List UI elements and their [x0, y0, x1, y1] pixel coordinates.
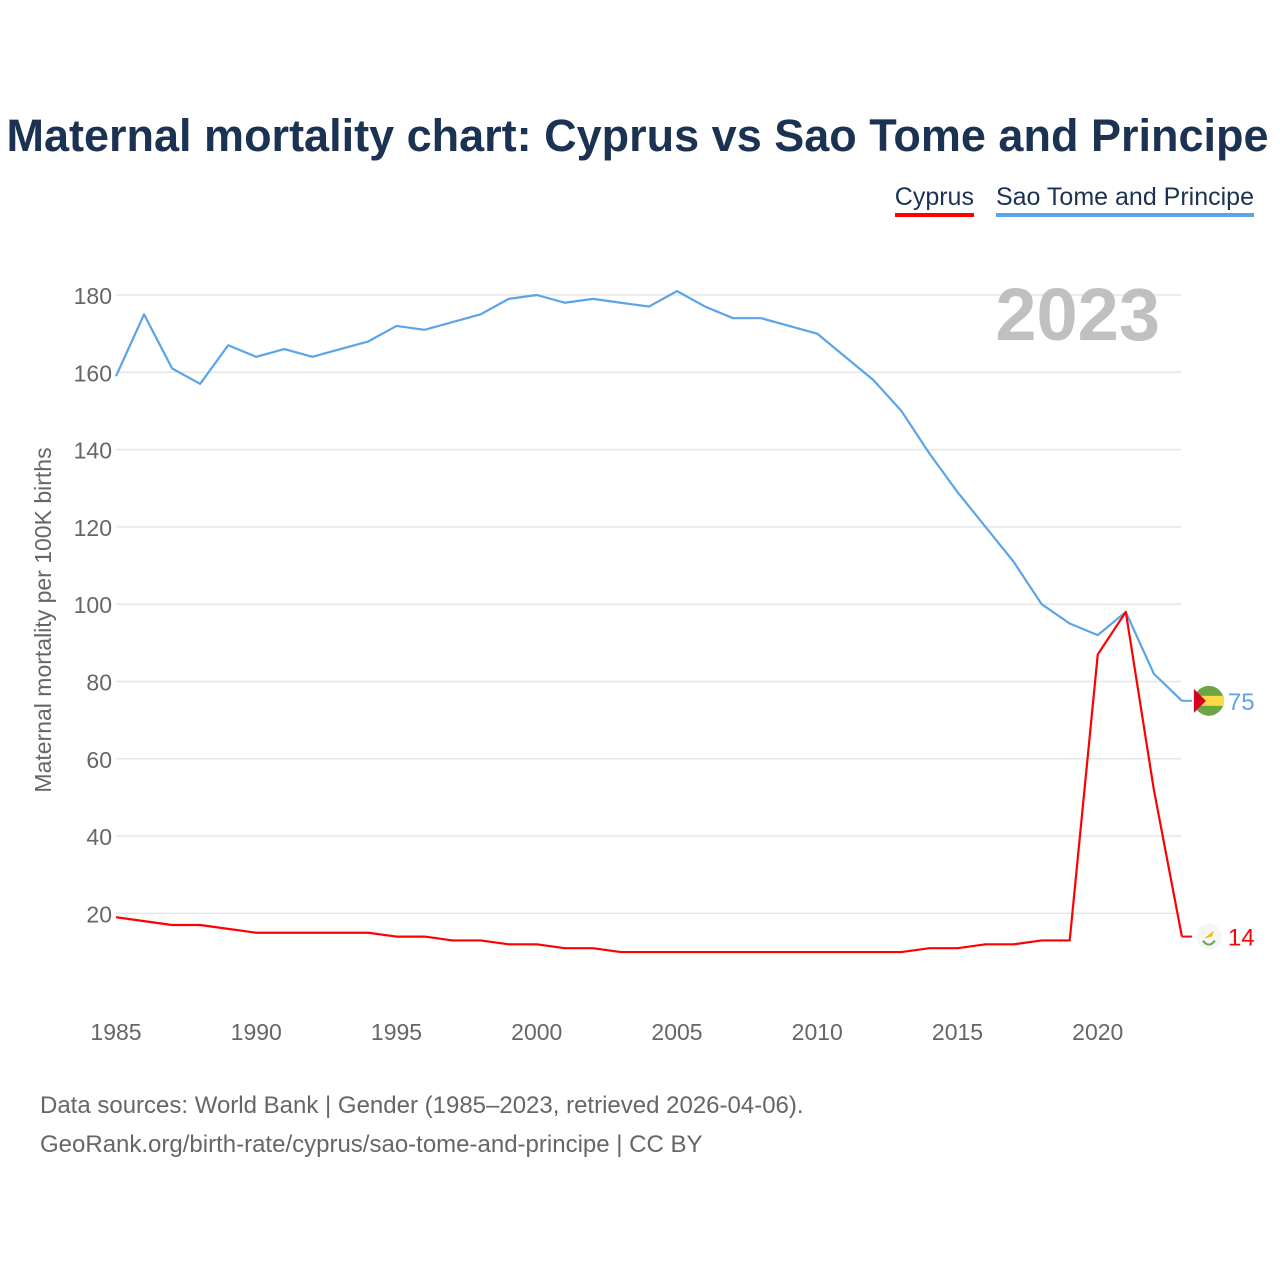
- x-tick-label: 2010: [792, 1019, 843, 1045]
- y-tick-label: 20: [86, 901, 112, 927]
- y-tick-label: 140: [74, 438, 112, 464]
- x-tick-label: 2020: [1072, 1019, 1123, 1045]
- legend-item-cyprus[interactable]: Cyprus: [894, 183, 974, 217]
- y-axis-label: Maternal mortality per 100K births: [30, 447, 56, 792]
- footer-link[interactable]: GeoRank.org/birth-rate/cyprus/sao-tome-a…: [40, 1131, 703, 1158]
- chart-title: Maternal mortality chart: Cyprus vs Sao …: [6, 110, 1269, 161]
- flag-stripe: [1193, 695, 1224, 706]
- footer: Data sources: World Bank | Gender (1985–…: [40, 1086, 804, 1164]
- footer-sources: Data sources: World Bank | Gender (1985–…: [40, 1092, 804, 1119]
- x-tick-label: 1990: [231, 1019, 282, 1045]
- series-line-cyprus: [115, 610, 1183, 954]
- flag-triangle: [1193, 688, 1206, 713]
- x-tick-label: 2000: [511, 1019, 562, 1045]
- y-tick-label: 100: [74, 592, 112, 618]
- end-value-label: 75: [1228, 689, 1255, 716]
- y-tick-label: 60: [86, 747, 112, 773]
- x-tick-label: 1995: [371, 1019, 422, 1045]
- x-tick-label: 2005: [651, 1019, 702, 1045]
- end-value-label: 14: [1228, 925, 1255, 952]
- y-tick-label: 80: [86, 670, 112, 696]
- x-tick-label: 2015: [932, 1019, 983, 1045]
- legend-item-sao-tome[interactable]: Sao Tome and Principe: [995, 183, 1254, 217]
- flag-island: [1203, 930, 1214, 939]
- x-tick-label: 1985: [90, 1019, 141, 1045]
- legend: Cyprus Sao Tome and Principe: [894, 183, 1254, 217]
- flag-branch: [1202, 939, 1216, 946]
- year-label: 2023: [995, 273, 1160, 356]
- y-tick-label: 40: [86, 824, 112, 850]
- y-tick-label: 120: [74, 515, 112, 541]
- y-tick-label: 160: [74, 360, 112, 386]
- y-tick-label: 180: [74, 283, 112, 309]
